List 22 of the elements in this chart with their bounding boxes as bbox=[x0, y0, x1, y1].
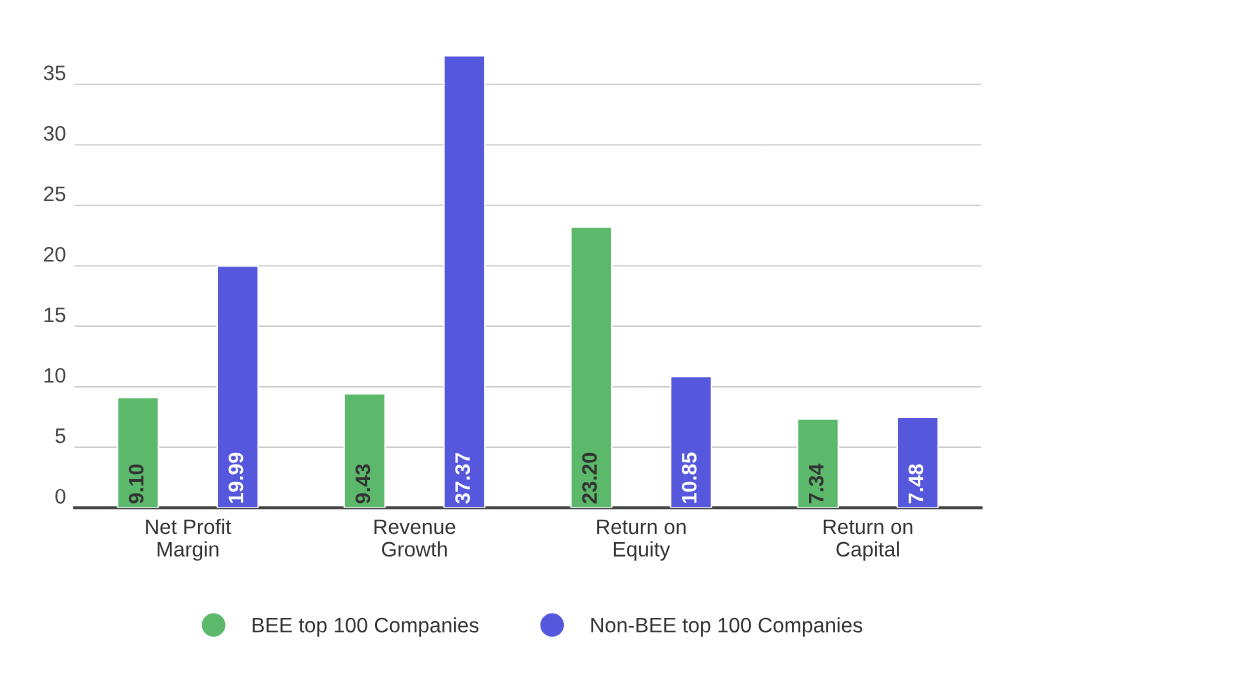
y-tick-label: 20 bbox=[44, 246, 66, 262]
data-label: 9.10 bbox=[128, 464, 144, 504]
legend-label: BEE top 100 Companies bbox=[252, 617, 479, 637]
data-label: 10.85 bbox=[681, 452, 697, 503]
data-label: 37.37 bbox=[455, 452, 471, 504]
data-label: 7.48 bbox=[908, 464, 924, 504]
data-label: 9.43 bbox=[355, 464, 371, 504]
y-tick-label: 25 bbox=[44, 186, 66, 202]
y-tick-label: 30 bbox=[43, 126, 66, 141]
y-tick-label: 10 bbox=[44, 367, 66, 383]
x-tick-label: Revenue Growth bbox=[374, 519, 456, 557]
y-tick-label: 0 bbox=[55, 488, 66, 504]
y-tick-label: 15 bbox=[44, 307, 66, 323]
data-label: 19.99 bbox=[228, 452, 244, 503]
data-label: 23.20 bbox=[582, 452, 597, 504]
y-tick-label: 35 bbox=[43, 65, 66, 81]
x-tick-label: Return on Equity bbox=[597, 519, 686, 561]
y-tick-label: 5 bbox=[55, 428, 66, 444]
x-tick-label: Net Profit Margin bbox=[146, 518, 232, 561]
data-label: 7.34 bbox=[808, 463, 824, 504]
x-tick-label: Return on Capital bbox=[823, 519, 913, 561]
legend-label: Non-BEE top 100 Companies bbox=[591, 617, 863, 637]
